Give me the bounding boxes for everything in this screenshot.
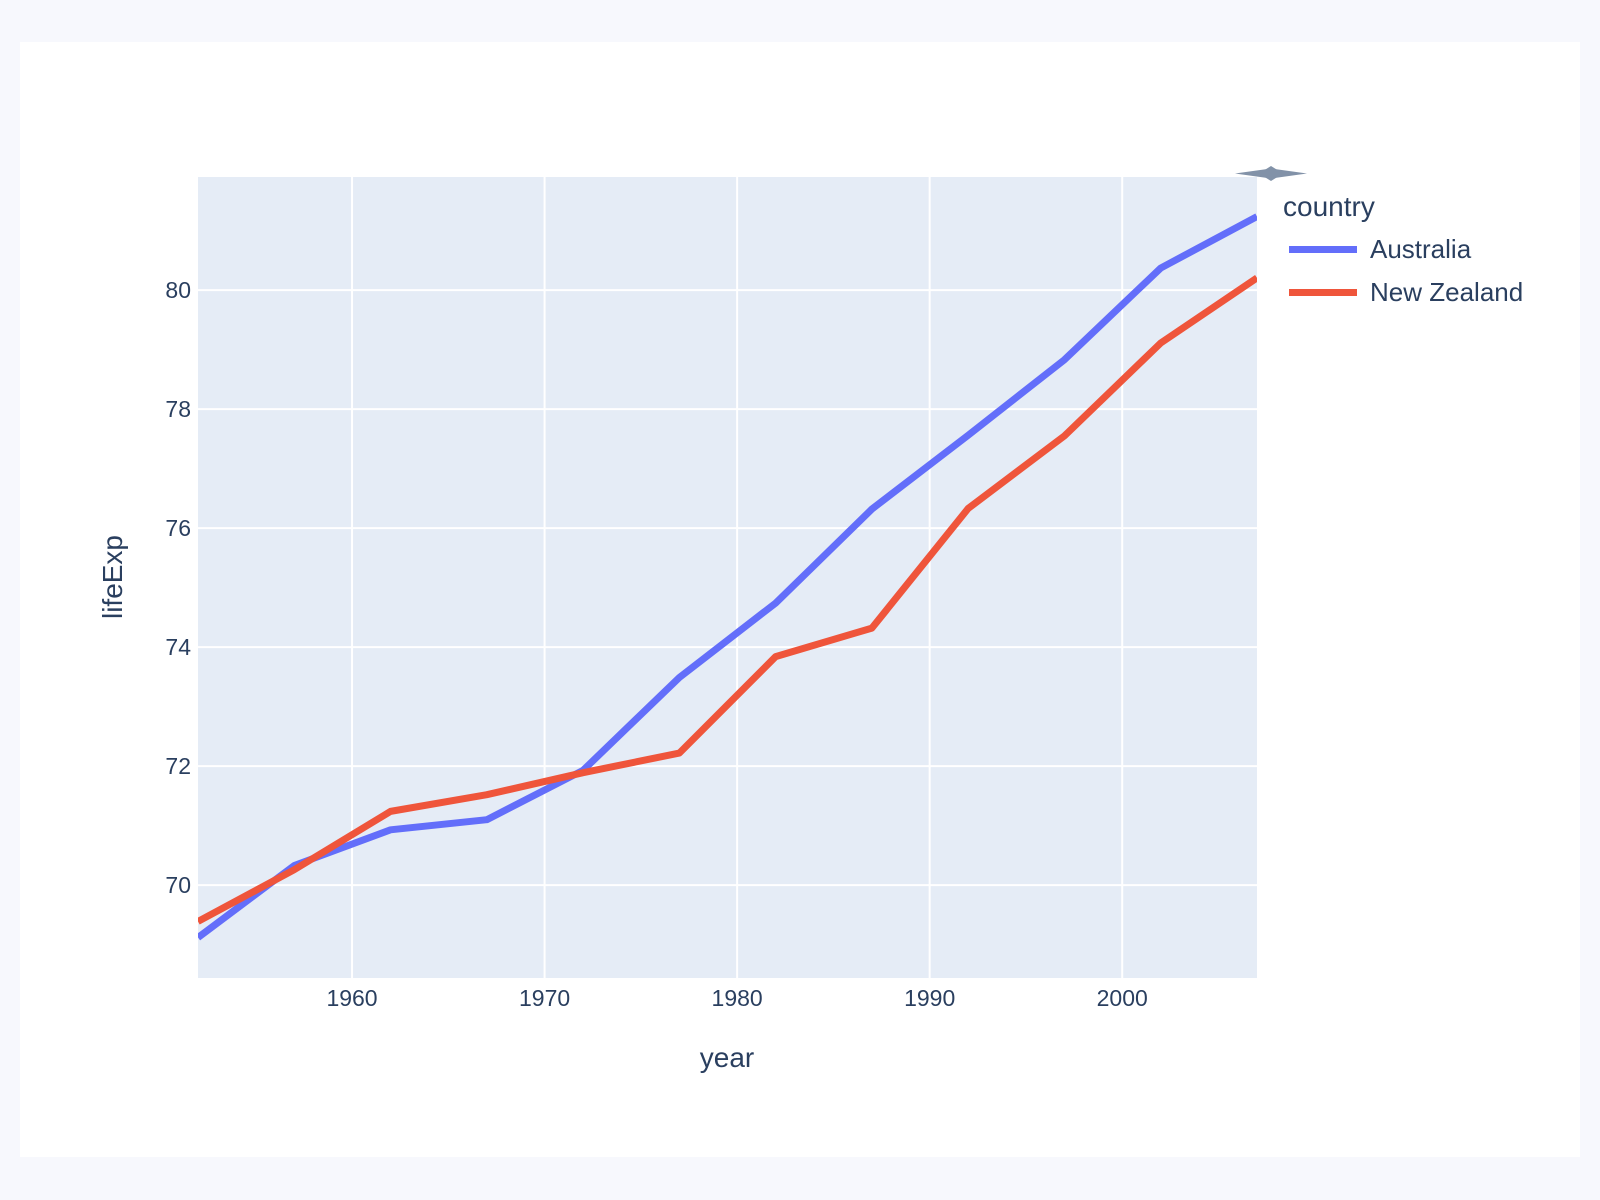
y-tick-label: 76 bbox=[165, 515, 191, 542]
line-new-zealand[interactable] bbox=[198, 275, 1257, 925]
plotly-modebar-logo-icon[interactable] bbox=[1235, 165, 1307, 182]
legend-item-label: Australia bbox=[1370, 234, 1472, 264]
legend-line-swatch-new-zealand bbox=[1289, 288, 1357, 296]
legend-item-new-zealand[interactable]: New Zealand bbox=[1289, 278, 1523, 306]
legend: country Australia New Zealand bbox=[1283, 190, 1583, 306]
legend-title: country bbox=[1283, 191, 1375, 222]
legend-item-australia[interactable]: Australia bbox=[1289, 235, 1471, 263]
y-tick-label: 80 bbox=[165, 277, 191, 304]
x-tick-label: 1980 bbox=[711, 985, 763, 1011]
y-axis-title: lifeExp bbox=[97, 534, 128, 620]
plot-area[interactable] bbox=[198, 177, 1257, 978]
legend-item-label: New Zealand bbox=[1370, 277, 1524, 307]
y-tick-label: 78 bbox=[165, 396, 191, 423]
x-tick-label: 1970 bbox=[518, 985, 571, 1011]
x-axis-title: year bbox=[699, 1042, 755, 1073]
y-tick-label: 74 bbox=[165, 634, 191, 661]
line-australia[interactable] bbox=[198, 213, 1257, 941]
y-tick-label: 72 bbox=[165, 753, 191, 780]
x-tick-label: 2000 bbox=[1096, 985, 1148, 1011]
y-tick-label: 70 bbox=[165, 872, 191, 899]
x-tick-label: 1990 bbox=[904, 985, 956, 1011]
legend-line-swatch-australia bbox=[1289, 245, 1357, 253]
x-tick-label: 1960 bbox=[326, 985, 378, 1011]
